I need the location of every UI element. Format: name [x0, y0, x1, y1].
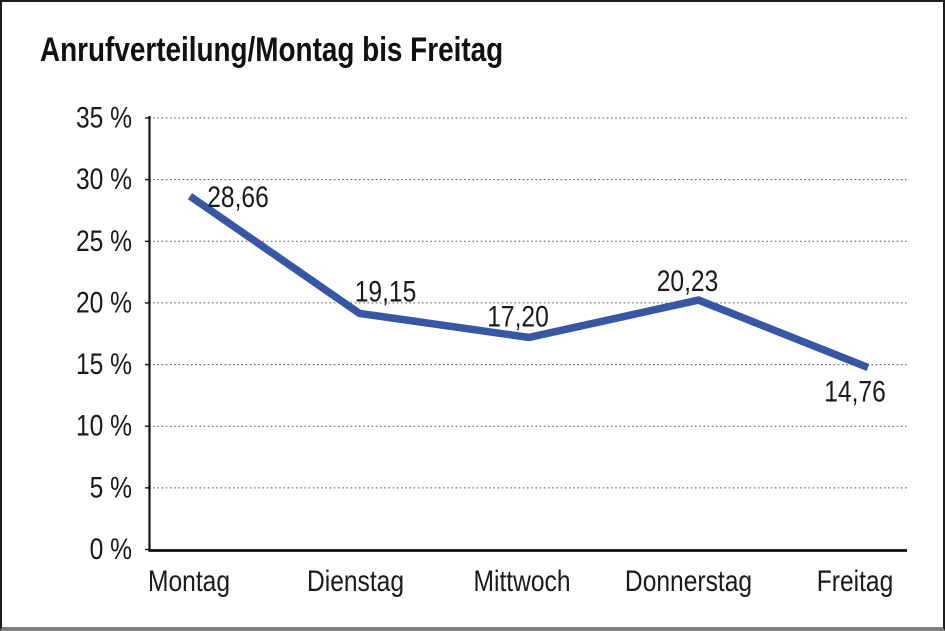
- data-point-label: 20,23: [657, 264, 719, 298]
- x-axis-label: Montag: [148, 564, 230, 598]
- data-point-label: 28,66: [207, 180, 269, 214]
- y-axis-label: 25 %: [76, 223, 132, 257]
- data-point-label: 19,15: [355, 274, 417, 308]
- y-axis-label: 5 %: [90, 470, 132, 504]
- y-axis-label: 30 %: [76, 162, 132, 196]
- y-axis-label: 10 %: [76, 408, 132, 442]
- y-axis-label: 15 %: [76, 347, 132, 381]
- series-line: [187, 193, 870, 372]
- y-axis-label: 0 %: [90, 532, 132, 566]
- x-axis-label: Mittwoch: [473, 564, 570, 598]
- chart-title: Anrufverteilung/Montag bis Freitag: [40, 31, 504, 69]
- y-axis-label: 20 %: [76, 285, 132, 319]
- x-axis-label: Dienstag: [307, 564, 404, 598]
- x-axis-label: Freitag: [817, 564, 894, 598]
- y-axis-label: 35 %: [76, 100, 132, 134]
- data-point-label: 17,20: [487, 299, 549, 333]
- x-axis-label: Donnerstag: [625, 564, 752, 598]
- data-point-label: 14,76: [824, 374, 886, 408]
